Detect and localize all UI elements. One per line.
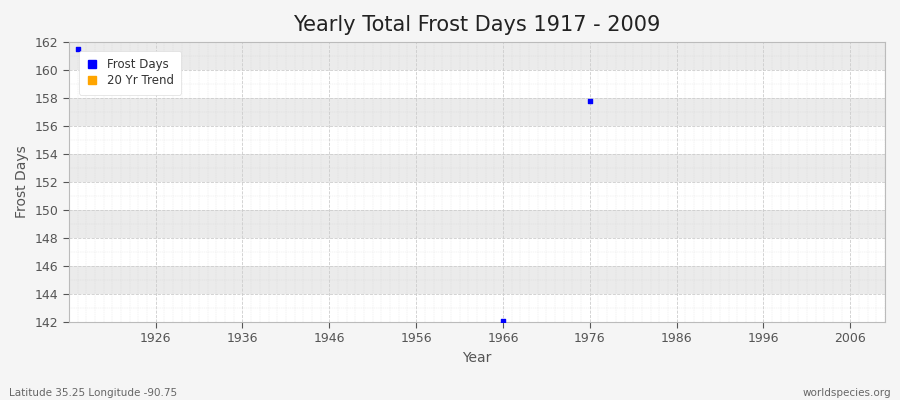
Bar [68,154,885,182]
Bar [68,42,885,70]
Point [582,98,597,104]
Point [496,318,510,324]
Text: worldspecies.org: worldspecies.org [803,388,891,398]
Legend: Frost Days, 20 Yr Trend: Frost Days, 20 Yr Trend [79,51,181,94]
Text: Latitude 35.25 Longitude -90.75: Latitude 35.25 Longitude -90.75 [9,388,177,398]
Y-axis label: Frost Days: Frost Days [15,146,29,218]
Title: Yearly Total Frost Days 1917 - 2009: Yearly Total Frost Days 1917 - 2009 [293,15,661,35]
Bar [68,210,885,238]
Point [70,46,85,52]
X-axis label: Year: Year [463,351,491,365]
Bar [68,266,885,294]
Bar [68,98,885,126]
